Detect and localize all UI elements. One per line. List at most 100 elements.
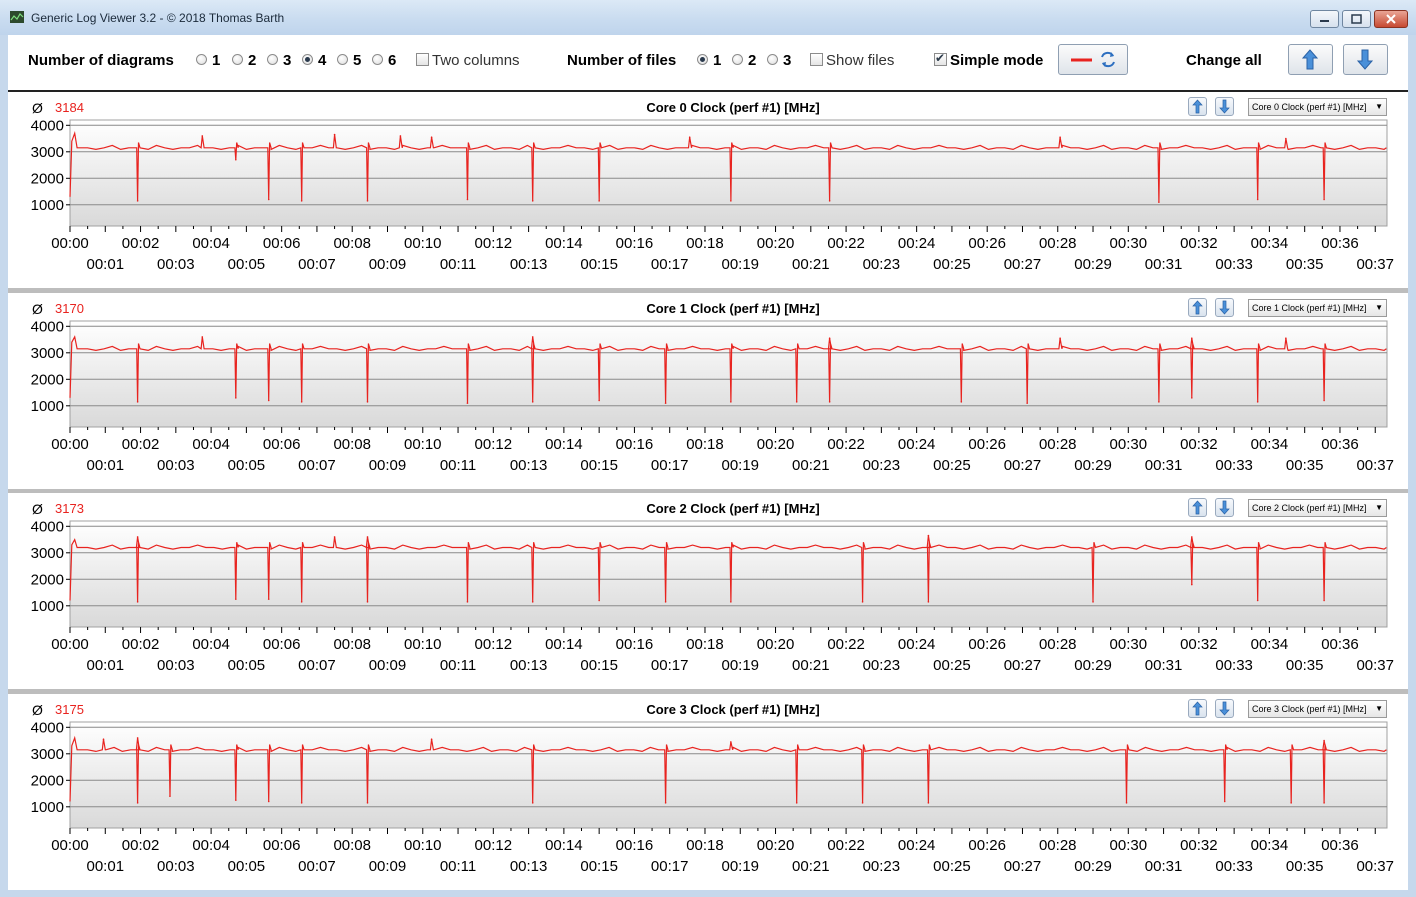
x-tick-label: 00:02 [122,636,160,653]
x-tick-label: 00:24 [898,636,936,653]
x-tick-label: 00:14 [545,837,583,854]
x-tick-label: 00:19 [721,858,759,875]
series-selector-dropdown[interactable]: Core 3 Clock (perf #1) [MHz] ▼ [1248,700,1387,718]
move-down-all-button[interactable] [1343,44,1388,75]
x-tick-label: 00:14 [545,235,583,252]
x-tick-label: 00:23 [863,858,901,875]
data-point-dip [730,601,732,603]
diagrams-radio-6[interactable] [372,54,383,65]
data-point-dip [927,601,930,603]
data-point-peak [531,336,534,338]
x-tick-label: 00:00 [51,235,89,252]
x-tick-label: 00:16 [616,436,654,453]
average-symbol: Ø [32,702,43,718]
x-tick-label: 00:36 [1321,837,1359,854]
y-tick-label: 2000 [31,571,64,588]
diagram-move-down-button[interactable] [1215,498,1234,517]
data-point-dip [1191,397,1193,399]
data-point-dip [1323,599,1325,602]
plot-background [69,119,1388,227]
diagram-move-up-button[interactable] [1188,498,1207,517]
data-point-peak [1191,536,1193,538]
minimize-button[interactable] [1310,10,1339,28]
data-point-dip [300,601,303,603]
data-point-peak [333,536,336,538]
diagrams-radio-3[interactable] [267,54,278,65]
data-point-dip [136,601,139,603]
diagram-move-down-button[interactable] [1215,298,1234,317]
close-button[interactable] [1374,10,1408,28]
show-files-checkbox[interactable] [810,53,823,66]
y-tick-label: 3000 [31,545,64,562]
x-tick-label: 00:28 [1039,837,1077,854]
data-point-peak [430,136,433,139]
change-all-label: Change all [1186,52,1262,69]
data-point-dip [598,599,600,602]
chart-plot: 4000 3000 2000 1000 00:00 00:02 00:04 00:06 00:0… [31,719,1394,875]
panel-separator[interactable] [8,288,1408,293]
x-tick-label: 00:12 [475,235,513,252]
diagram-move-down-button[interactable] [1215,699,1234,718]
x-tick-label: 00:30 [1110,636,1148,653]
simple-mode-checkbox[interactable] [934,51,947,66]
data-point-peak [927,534,930,537]
data-point-dip [795,401,798,403]
series-selector-value: Core 0 Clock (perf #1) [MHz] [1252,102,1367,112]
diagrams-radio-4[interactable] [302,54,313,65]
files-radio-2[interactable] [732,54,743,65]
diagram-title: Core 2 Clock (perf #1) [MHz] [646,501,820,516]
files-radio-3[interactable] [767,54,778,65]
diagram-move-down-button[interactable] [1215,97,1234,116]
line-style-button[interactable] [1058,44,1128,75]
y-tick-label: 3000 [31,345,64,362]
data-point-dip [267,399,270,402]
diagram-move-up-button[interactable] [1188,298,1207,317]
diagram-move-up-button[interactable] [1188,699,1207,718]
series-selector-dropdown[interactable]: Core 2 Clock (perf #1) [MHz] ▼ [1248,499,1387,517]
window-frame-left [0,35,8,897]
x-tick-label: 00:23 [863,657,901,674]
x-tick-label: 00:14 [545,436,583,453]
average-symbol: Ø [32,501,43,517]
x-tick-label: 00:19 [721,657,759,674]
series-line [69,130,1387,203]
chevron-down-icon: ▼ [1375,503,1383,512]
y-tick-label: 1000 [31,197,64,214]
series-selector-dropdown[interactable]: Core 1 Clock (perf #1) [MHz] ▼ [1248,299,1387,317]
data-point-dip [927,802,930,804]
arrow-up-icon [1192,99,1203,114]
y-tick-label: 3000 [31,746,64,763]
x-tick-label: 00:18 [686,837,724,854]
x-tick-label: 00:02 [122,436,160,453]
data-point-peak [730,741,732,743]
move-up-all-button[interactable] [1288,44,1333,75]
x-tick-label: 00:04 [192,436,230,453]
data-point-dip [466,601,469,603]
data-point-dip [169,795,171,797]
data-point-dip [300,802,303,804]
files-radio-1[interactable] [697,54,708,65]
data-point-dip [136,401,139,403]
maximize-button[interactable] [1342,10,1371,28]
arrow-up-icon [1192,500,1203,515]
x-tick-label: 00:05 [228,657,266,674]
data-point-dip [366,200,369,202]
x-tick-label: 00:07 [298,657,336,674]
x-tick-label: 00:02 [122,837,160,854]
panel-separator[interactable] [8,488,1408,493]
x-tick-label: 00:17 [651,256,689,273]
x-tick-label: 00:29 [1074,256,1112,273]
diagrams-radio-5[interactable] [337,54,348,65]
x-tick-label: 00:16 [616,235,654,252]
series-selector-dropdown[interactable]: Core 0 Clock (perf #1) [MHz] ▼ [1248,98,1387,116]
two-columns-checkbox[interactable] [416,53,429,66]
y-tick-label: 2000 [31,371,64,388]
x-tick-label: 00:29 [1074,858,1112,875]
app-icon [10,11,24,23]
diagram-move-up-button[interactable] [1188,97,1207,116]
diagrams-radio-2[interactable] [232,54,243,65]
x-tick-label: 00:02 [122,235,160,252]
data-point-dip [861,802,864,804]
panel-separator[interactable] [8,689,1408,694]
diagrams-radio-1[interactable] [196,54,207,65]
